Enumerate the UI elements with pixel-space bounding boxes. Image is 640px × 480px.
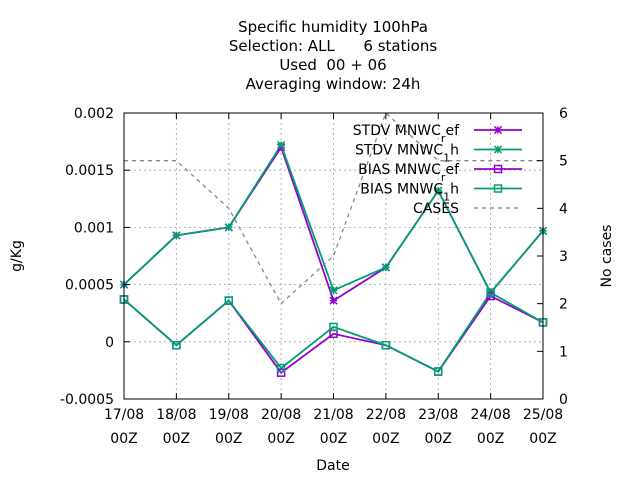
point-marker-star — [381, 263, 391, 272]
series-line — [123, 291, 544, 373]
y2-tick-label: 3 — [559, 249, 568, 265]
chart-title-line: Averaging window: 24h — [246, 75, 421, 93]
plot-frame — [123, 112, 544, 400]
x-tick-label: 00Z — [425, 431, 452, 447]
x-tick-label: 00Z — [529, 431, 556, 447]
x-tick-label: 00Z — [267, 431, 294, 447]
x-tick-label: 25/08 — [523, 407, 563, 423]
point-marker-square — [329, 322, 338, 332]
point-marker-star — [276, 140, 286, 150]
y2-tick-label: 2 — [559, 297, 568, 313]
axis-ticks: -0.0005 0 0.0005 0.001 0.0015 0.002 0 1 2 3 4 5 6 17/… — [60, 106, 568, 447]
y-tick-label: 0 — [105, 335, 114, 351]
x-tick-label: 17/08 — [104, 407, 144, 423]
point-marker-square — [172, 340, 181, 350]
chart-title-line: Specific humidity 100hPa — [238, 18, 428, 36]
point-marker-square — [493, 164, 503, 174]
x-tick-label: 00Z — [477, 431, 504, 447]
x-tick-label: 20/08 — [261, 407, 301, 423]
point-marker-square — [434, 367, 443, 376]
y-tick-label: -0.0005 — [60, 392, 114, 408]
x-tick-label: 00Z — [110, 431, 137, 447]
point-marker-square — [276, 368, 286, 377]
grid — [124, 113, 543, 399]
legend-label: CASES — [413, 201, 459, 217]
x-tick-label: 19/08 — [209, 407, 249, 423]
y-tick-label: 0.0015 — [65, 163, 114, 179]
x-axis-label: Date — [316, 458, 349, 474]
x-tick-label: 00Z — [320, 431, 347, 447]
series-line — [124, 111, 543, 305]
x-tick-label: 00Z — [372, 431, 399, 447]
chart-title-line: Selection: ALL 6 stations — [229, 37, 437, 55]
point-marker-square — [381, 340, 391, 350]
x-tick-label: 21/08 — [313, 407, 353, 423]
y2-axis-label: No cases — [599, 225, 615, 288]
point-marker-star — [329, 296, 338, 305]
point-marker-star — [493, 145, 503, 154]
chart-title-line: Used 00 + 06 — [279, 56, 386, 74]
y-axis-label: g/Kg — [9, 240, 25, 272]
point-marker-star — [493, 125, 503, 135]
point-marker-star — [172, 231, 181, 240]
series-lines — [123, 111, 544, 374]
y-tick-label: 0.002 — [74, 106, 114, 122]
y2-tick-label: 5 — [559, 154, 568, 170]
point-marker-square — [224, 296, 233, 305]
point-marker-star — [434, 186, 443, 195]
x-tick-label: 00Z — [215, 431, 242, 447]
point-marker-square — [493, 184, 503, 193]
y2-tick-label: 1 — [559, 344, 568, 360]
x-tick-label: 18/08 — [156, 407, 196, 423]
y2-tick-label: 0 — [559, 392, 568, 408]
y2-tick-label: 4 — [559, 201, 568, 217]
legend-entry: CASES — [413, 201, 522, 217]
point-marker-square — [276, 363, 286, 373]
y2-tick-label: 6 — [559, 106, 568, 122]
x-tick-label: 22/08 — [366, 407, 406, 423]
point-marker-square — [486, 288, 495, 297]
x-tick-label: 23/08 — [418, 407, 458, 423]
y-tick-label: 0.0005 — [65, 278, 114, 294]
x-tick-label: 00Z — [163, 431, 190, 447]
x-tick-label: 24/08 — [470, 407, 510, 423]
point-marker-star — [329, 286, 338, 295]
y-tick-label: 0.001 — [74, 220, 114, 236]
point-marker-star — [224, 223, 233, 232]
